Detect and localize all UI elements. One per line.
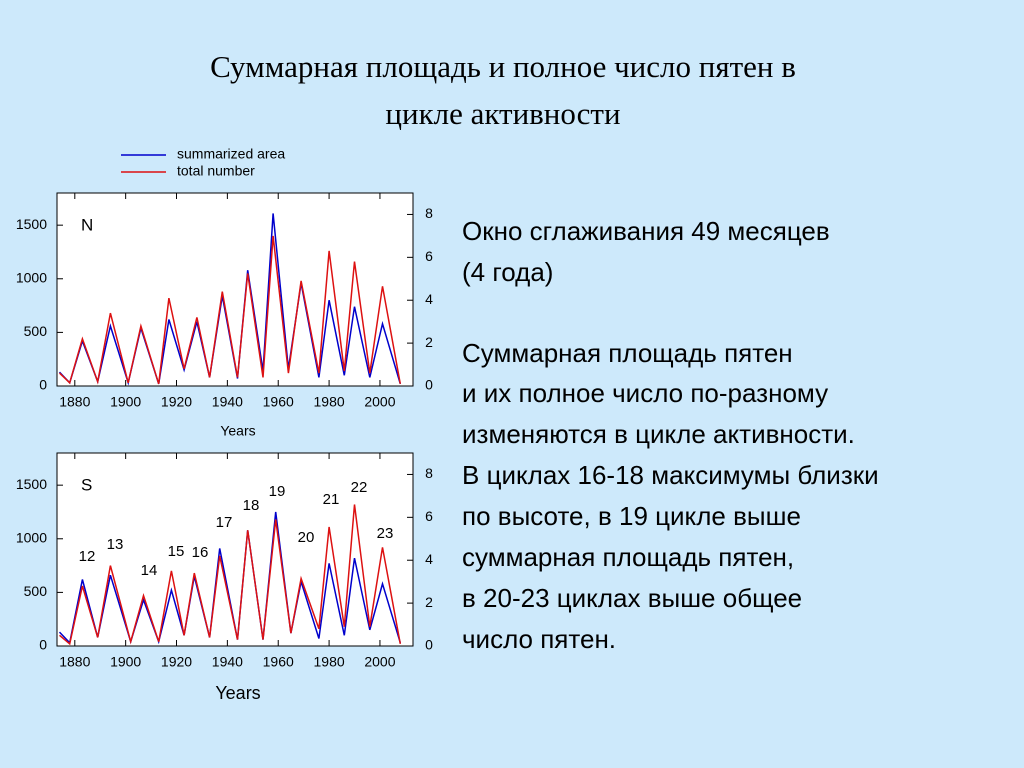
slide-title: Суммарная площадь и полное число пятен в: [210, 49, 796, 84]
x-tick-label: 1880: [59, 394, 90, 410]
cycle-label: 18: [243, 497, 260, 514]
body-text: число пятен.: [462, 624, 616, 654]
y-tick-label: 1500: [16, 476, 47, 492]
body-text: В циклах 16-18 максимумы близки: [462, 460, 879, 490]
cycle-label: 19: [269, 483, 286, 500]
y2-tick-label: 6: [425, 248, 433, 264]
x-axis-label: Years: [215, 683, 260, 703]
y-tick-label: 1000: [16, 269, 47, 285]
y2-tick-label: 8: [425, 205, 433, 221]
data-line: [59, 504, 402, 646]
body-text: Окно сглаживания 49 месяцев: [462, 216, 830, 246]
cycle-label: 21: [323, 491, 340, 508]
x-tick-label: 1920: [161, 654, 192, 670]
y2-tick-label: 4: [425, 291, 433, 307]
y2-tick-label: 2: [425, 594, 433, 610]
y-tick-label: 0: [39, 377, 47, 393]
y-tick-label: 1000: [16, 529, 47, 545]
y2-tick-label: 6: [425, 508, 433, 524]
x-tick-label: 1980: [314, 394, 345, 410]
y2-tick-label: 2: [425, 334, 433, 350]
cycle-label: 20: [298, 529, 315, 546]
cycle-label: 13: [107, 536, 124, 553]
y-tick-label: 500: [24, 323, 48, 339]
legend-label: summarized area: [177, 146, 285, 162]
y2-tick-label: 4: [425, 551, 433, 567]
cycle-label: 23: [377, 525, 394, 542]
y-tick-label: 500: [24, 583, 48, 599]
cycle-label: 14: [141, 562, 158, 579]
plot-area: [56, 192, 414, 387]
data-line: [58, 511, 402, 645]
x-tick-label: 1940: [212, 654, 243, 670]
body-text: (4 года): [462, 257, 553, 287]
slide-title: цикле активности: [385, 96, 620, 131]
legend-label: total number: [177, 163, 255, 179]
x-tick-label: 1880: [59, 654, 90, 670]
body-text: по высоте, в 19 цикле выше: [462, 501, 801, 531]
body-text: в 20-23 циклах выше общее: [462, 583, 802, 613]
data-line: [58, 235, 402, 385]
x-tick-label: 1980: [314, 654, 345, 670]
cycle-label: 15: [168, 543, 185, 560]
y2-tick-label: 0: [425, 377, 433, 393]
y-tick-label: 1500: [16, 216, 47, 232]
x-tick-label: 2000: [364, 394, 395, 410]
x-tick-label: 1900: [110, 654, 141, 670]
cycle-label: 16: [192, 544, 209, 561]
cycle-label: 22: [351, 479, 368, 496]
panel-label: S: [81, 475, 92, 494]
body-text: и их полное число по-разному: [462, 378, 828, 408]
plot-area: [56, 452, 414, 647]
x-tick-label: 2000: [364, 654, 395, 670]
cycle-label: 17: [216, 514, 233, 531]
body-text: суммарная площадь пятен,: [462, 542, 794, 572]
x-axis-label: Years: [220, 423, 255, 439]
y2-tick-label: 0: [425, 637, 433, 653]
body-text: изменяются в цикле активности.: [462, 419, 855, 449]
x-tick-label: 1960: [263, 394, 294, 410]
cycle-label: 12: [79, 548, 96, 565]
y-tick-label: 0: [39, 637, 47, 653]
x-tick-label: 1900: [110, 394, 141, 410]
body-text: Суммарная площадь пятен: [462, 338, 793, 368]
panel-label: N: [81, 215, 93, 234]
y2-tick-label: 8: [425, 465, 433, 481]
x-tick-label: 1920: [161, 394, 192, 410]
x-tick-label: 1960: [263, 654, 294, 670]
x-tick-label: 1940: [212, 394, 243, 410]
